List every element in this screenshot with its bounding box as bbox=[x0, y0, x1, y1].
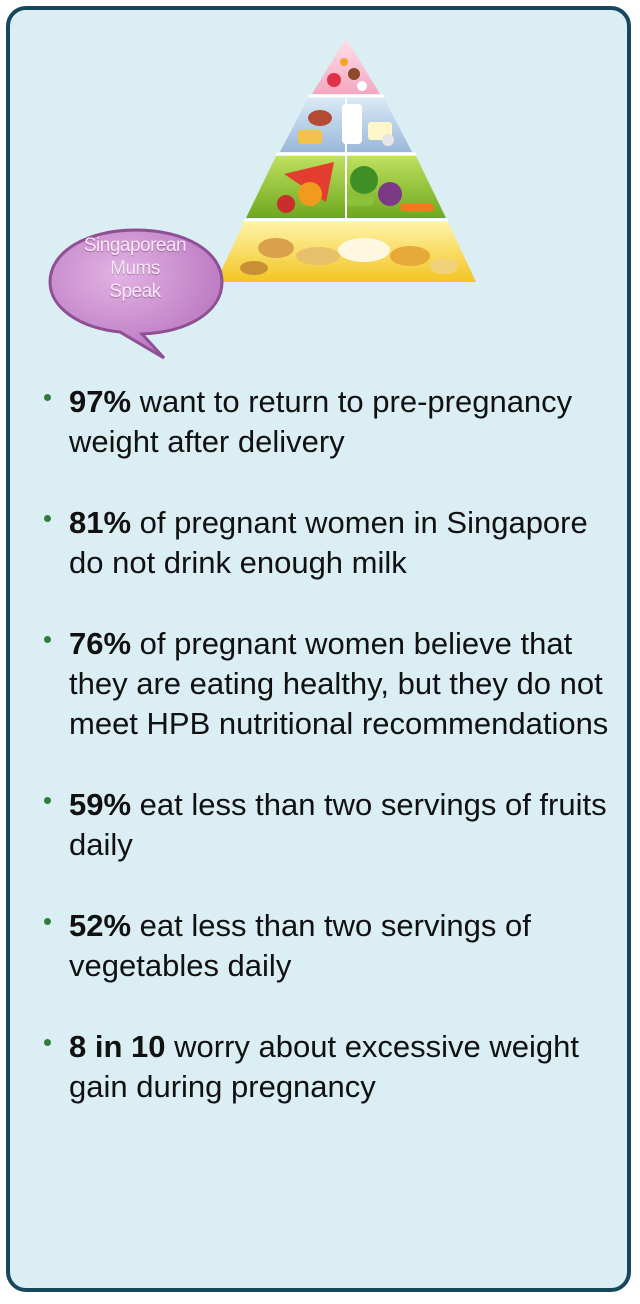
bullet-icon bbox=[44, 394, 51, 401]
fact-text: of pregnant women in Singapore do not dr… bbox=[69, 505, 588, 580]
bullet-icon bbox=[44, 1039, 51, 1046]
info-panel: Singaporean Mums Speak 97% want to retur… bbox=[6, 6, 631, 1292]
food-pyramid-icon bbox=[216, 38, 476, 282]
fact-stat: 97% bbox=[69, 384, 132, 419]
fact-text: eat less than two servings of fruits dai… bbox=[69, 787, 607, 862]
bubble-text: Singaporean Mums Speak bbox=[50, 234, 220, 303]
fact-stat: 59% bbox=[69, 787, 132, 822]
fact-text: want to return to pre-pregnancy weight a… bbox=[69, 384, 573, 459]
speech-bubble-icon bbox=[48, 228, 224, 360]
list-item: 76% of pregnant women believe that they … bbox=[34, 624, 619, 744]
list-item: 8 in 10 worry about excessive weight gai… bbox=[34, 1027, 619, 1107]
fact-stat: 81% bbox=[69, 505, 132, 540]
bubble-line-3: Speak bbox=[109, 281, 161, 302]
bullet-icon bbox=[44, 797, 51, 804]
fact-stat: 52% bbox=[69, 908, 132, 943]
list-item: 52% eat less than two servings of vegeta… bbox=[34, 906, 619, 986]
list-item: 81% of pregnant women in Singapore do no… bbox=[34, 503, 619, 583]
list-item: 97% want to return to pre-pregnancy weig… bbox=[34, 382, 619, 462]
fact-stat: 8 in 10 bbox=[69, 1029, 166, 1064]
bubble-line-1: Singaporean bbox=[83, 235, 187, 256]
bullet-icon bbox=[44, 918, 51, 925]
list-item: 59% eat less than two servings of fruits… bbox=[34, 785, 619, 865]
bubble-line-2: Mums bbox=[110, 258, 160, 279]
bullet-icon bbox=[44, 515, 51, 522]
fact-text: of pregnant women believe that they are … bbox=[69, 626, 609, 741]
fact-text: worry about excessive weight gain during… bbox=[69, 1029, 580, 1104]
fact-stat: 76% bbox=[69, 626, 132, 661]
facts-list: 97% want to return to pre-pregnancy weig… bbox=[34, 382, 619, 1107]
fact-text: eat less than two servings of vegetables… bbox=[69, 908, 531, 983]
bullet-icon bbox=[44, 636, 51, 643]
